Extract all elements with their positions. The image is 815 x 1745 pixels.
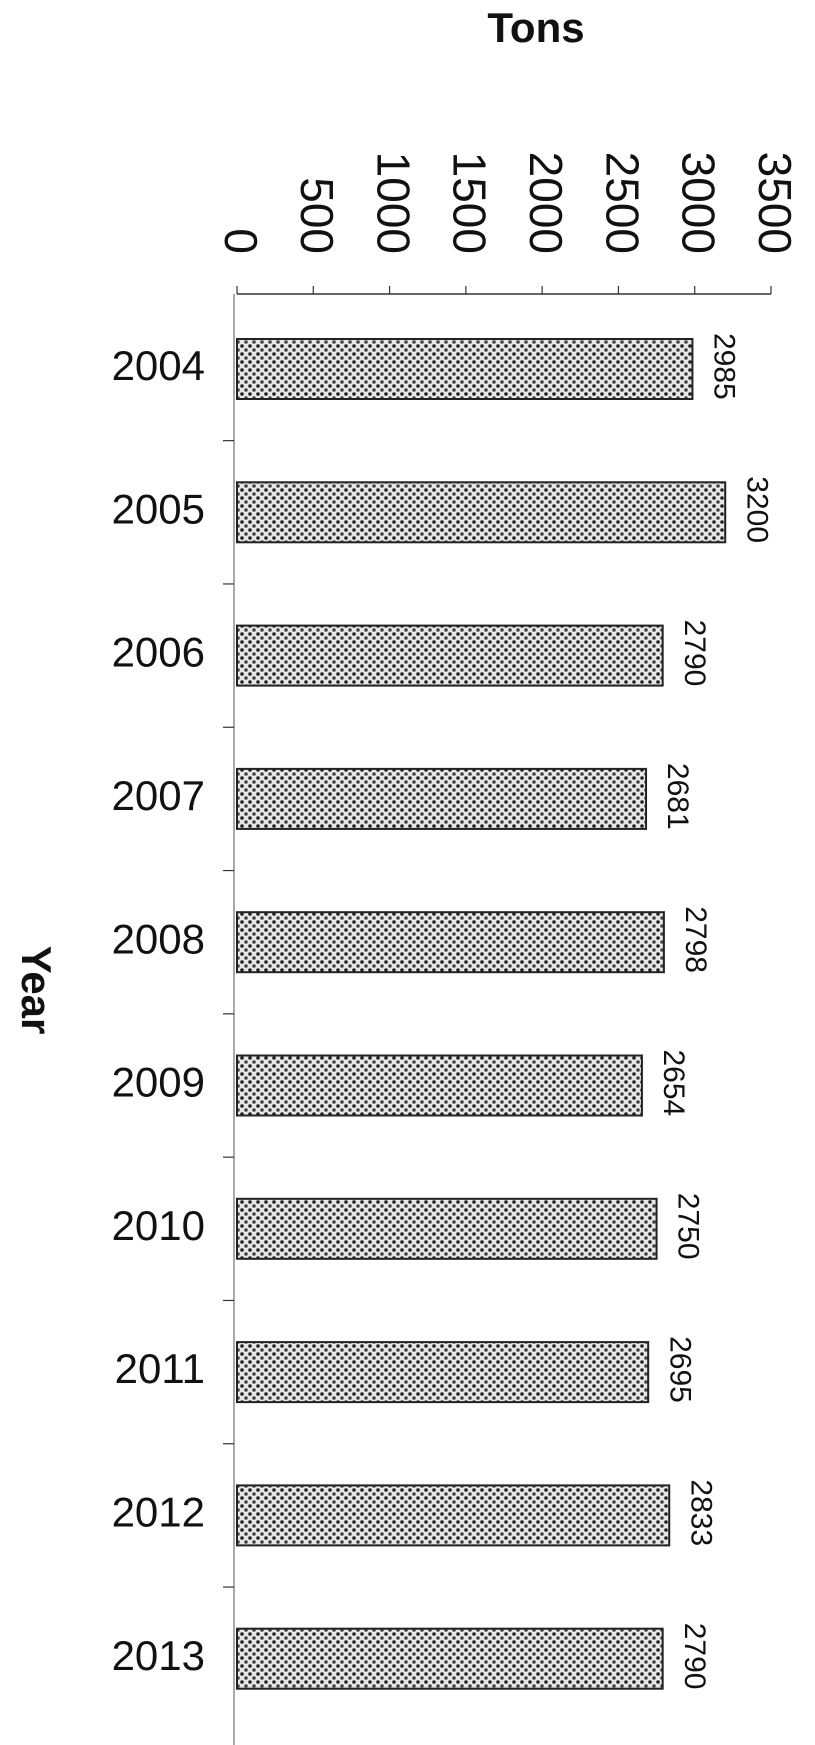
y-tick-label: 2007 <box>112 772 205 819</box>
data-label: 2654 <box>657 1050 690 1117</box>
bar <box>236 1197 658 1260</box>
x-tick-label: 3500 <box>749 152 801 254</box>
data-label: 2681 <box>661 763 694 830</box>
y-tick-label: 2005 <box>112 485 205 532</box>
x-tick-label: 0 <box>215 228 267 254</box>
data-label: 2750 <box>672 1193 705 1260</box>
y-tick-label: 2010 <box>112 1202 205 1249</box>
y-tick-label: 2004 <box>112 342 205 389</box>
y-tick-label: 2012 <box>112 1488 205 1535</box>
y-tick-label: 2009 <box>112 1059 205 1106</box>
data-label: 2833 <box>684 1479 717 1546</box>
x-tick-label: 3000 <box>673 152 725 254</box>
data-label: 3200 <box>740 476 773 543</box>
x-tick-label: 2500 <box>596 152 648 254</box>
data-label: 2985 <box>708 333 741 400</box>
y-tick-label: 2008 <box>112 915 205 962</box>
bar <box>236 767 648 830</box>
y-tick-label: 2011 <box>115 1345 205 1392</box>
x-tick-label: 1500 <box>444 152 496 254</box>
x-tick-label: 2000 <box>520 152 572 254</box>
x-axis-title: Tons <box>487 4 584 51</box>
data-label: 2790 <box>678 1623 711 1690</box>
y-tick-label: 2006 <box>112 629 205 676</box>
x-tick-label: 1000 <box>367 152 419 254</box>
bar <box>236 1054 643 1117</box>
x-tick-label: 500 <box>291 177 343 254</box>
bar <box>236 1627 664 1690</box>
y-axis-title: Year <box>13 946 60 1035</box>
bar <box>236 1484 671 1547</box>
bar <box>236 481 727 544</box>
y-tick-label: 2013 <box>112 1632 205 1679</box>
bar <box>236 911 665 974</box>
data-label: 2798 <box>679 906 712 973</box>
bar <box>236 624 664 687</box>
bar <box>236 338 694 400</box>
data-label: 2695 <box>663 1336 696 1403</box>
bar <box>236 1341 650 1404</box>
data-label: 2790 <box>678 620 711 687</box>
